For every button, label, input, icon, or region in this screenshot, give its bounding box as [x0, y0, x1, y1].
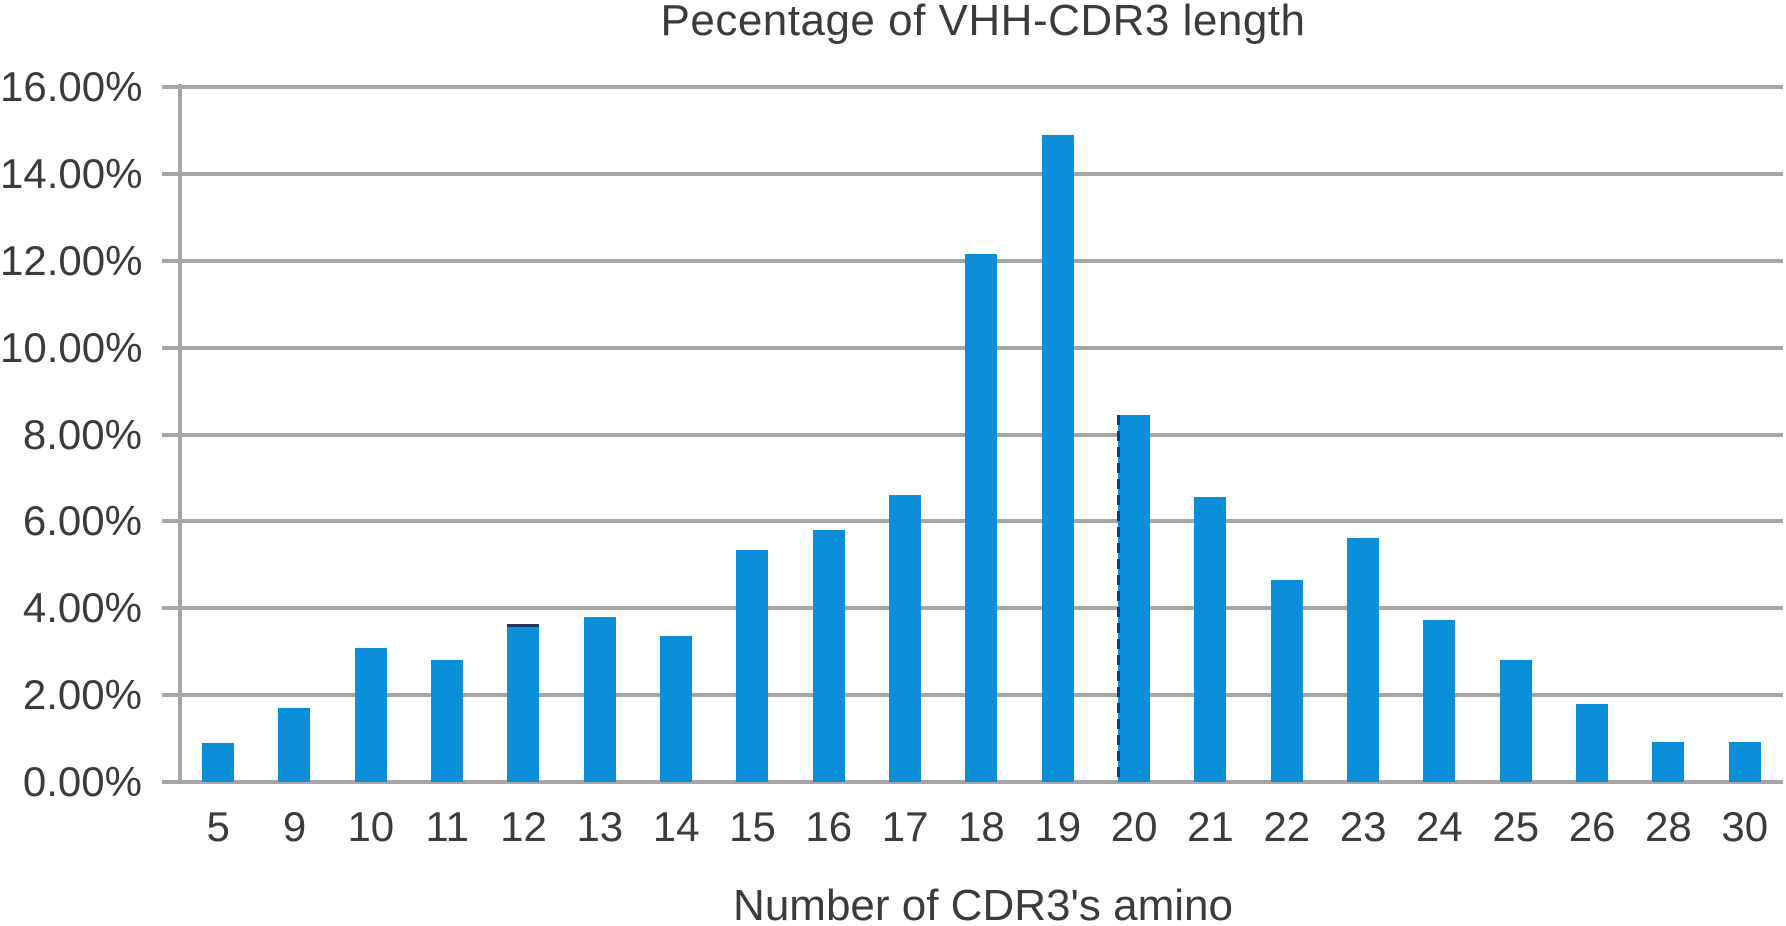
bar-slot — [1172, 87, 1248, 782]
x-tick-label-20: 20 — [1110, 803, 1158, 850]
bar-slot — [943, 87, 1019, 782]
bar-12 — [507, 623, 540, 782]
bar-21 — [1194, 497, 1227, 782]
x-tick-label-18: 18 — [958, 803, 1005, 850]
y-tick-label: 16.00% — [0, 63, 143, 110]
bar-slot — [333, 87, 409, 782]
x-tick-label-25: 25 — [1492, 803, 1540, 850]
bar-slot — [1401, 87, 1477, 782]
x-tick-label-9: 9 — [282, 803, 307, 850]
x-tick-label-10: 10 — [347, 803, 395, 850]
bar-28 — [1652, 742, 1685, 782]
bar-slot — [638, 87, 714, 782]
bar-24 — [1423, 620, 1456, 782]
bar-slot — [714, 87, 790, 782]
chart-title: Pecentage of VHH-CDR3 length — [660, 0, 1306, 45]
bar-slot — [1096, 87, 1172, 782]
bar-slot — [1020, 87, 1096, 782]
bar-15 — [736, 549, 769, 782]
bar-13 — [583, 617, 616, 782]
x-tick-label-5: 5 — [206, 803, 230, 850]
bar-11 — [431, 659, 464, 782]
x-tick-label-21: 21 — [1187, 803, 1234, 850]
x-tick-label-11: 11 — [425, 803, 469, 850]
bar-slot — [1249, 87, 1325, 782]
bar-10 — [354, 648, 387, 782]
bar-dashed-edge — [1117, 414, 1121, 782]
y-tick-label: 12.00% — [0, 236, 143, 284]
bar-22 — [1270, 580, 1303, 782]
bar-slot — [1554, 87, 1630, 782]
bar-series — [180, 87, 1783, 782]
bar-slot — [180, 87, 256, 782]
bar-slot — [1478, 87, 1554, 782]
x-tick-label-26: 26 — [1568, 803, 1616, 850]
y-tick-label: 2.00% — [22, 671, 142, 719]
bar-5 — [202, 742, 235, 782]
bar-slot — [1325, 87, 1401, 782]
bar-23 — [1347, 537, 1380, 782]
x-tick-label-12: 12 — [500, 803, 547, 850]
x-tick-label-30: 30 — [1721, 803, 1769, 850]
bar-16 — [812, 529, 845, 782]
x-tick-label-14: 14 — [652, 803, 700, 850]
bar-30 — [1728, 742, 1761, 782]
x-tick-label-23: 23 — [1339, 803, 1387, 850]
plot-area — [162, 84, 1783, 784]
y-tick-label: 10.00% — [0, 323, 143, 371]
y-tick-label: 8.00% — [22, 410, 142, 458]
bar-18 — [965, 254, 998, 782]
x-axis-tick-labels: 5 9 10 11 12 13 14 15 16 17 18 19 20 21 22 23 24 25 26 28 30 — [180, 802, 1783, 852]
x-tick-label-16: 16 — [805, 803, 853, 850]
y-axis-tick-labels: 16.00% 14.00% 12.00% 10.00% 8.00% 6.00% 4.00% 2… — [0, 63, 143, 805]
bar-slot — [1707, 87, 1783, 782]
bar-slot — [867, 87, 943, 782]
bar-slot — [562, 87, 638, 782]
x-tick-label-15: 15 — [729, 803, 776, 850]
gridline — [162, 85, 1783, 89]
bar-slot — [256, 87, 332, 782]
bar-19 — [1041, 134, 1074, 782]
bar-14 — [660, 636, 693, 782]
y-tick-label: 6.00% — [22, 497, 142, 545]
bar-25 — [1499, 659, 1532, 782]
x-axis-line — [162, 780, 1783, 784]
gridline — [162, 171, 1783, 176]
bar-26 — [1576, 704, 1609, 782]
x-tick-label-17: 17 — [881, 803, 929, 850]
x-axis-title: Number of CDR3's amino — [733, 881, 1233, 926]
y-axis-line — [178, 84, 182, 784]
bar-20 — [1117, 414, 1151, 782]
x-tick-label-19: 19 — [1034, 803, 1082, 850]
x-tick-label-24: 24 — [1416, 803, 1463, 850]
bar-slot — [791, 87, 867, 782]
bar-slot — [485, 87, 561, 782]
bar-9 — [278, 708, 311, 782]
y-tick-label: 14.00% — [0, 149, 143, 197]
y-tick-label: 4.00% — [22, 584, 142, 632]
y-tick-label: 0.00% — [22, 758, 142, 805]
x-tick-label-13: 13 — [576, 803, 624, 850]
bar-17 — [889, 495, 922, 782]
x-tick-label-22: 22 — [1263, 803, 1311, 850]
x-tick-label-28: 28 — [1645, 803, 1692, 850]
bar-slot — [409, 87, 485, 782]
bar-slot — [1630, 87, 1706, 782]
